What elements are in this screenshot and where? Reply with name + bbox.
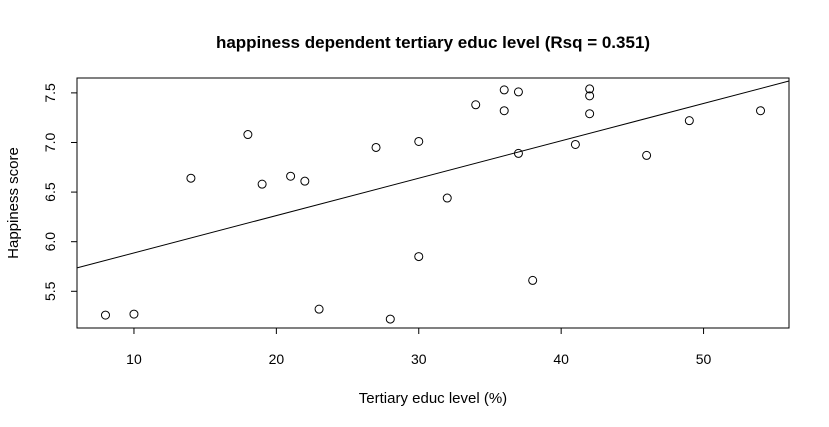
- data-point-7: [314, 304, 324, 314]
- data-point-3: [243, 130, 253, 140]
- x-axis-label: Tertiary educ level (%): [359, 390, 507, 407]
- data-point-16: [513, 87, 523, 97]
- data-point-19: [570, 139, 580, 149]
- data-point-5: [286, 171, 296, 181]
- data-point-0: [100, 310, 110, 320]
- data-point-21: [585, 91, 595, 101]
- regression-line-group: [76, 80, 790, 269]
- y-tick-label-6.5: 6.5: [42, 182, 58, 202]
- data-point-18: [528, 275, 538, 285]
- y-axis-label: Happiness score: [5, 147, 22, 259]
- x-tick-label-30: 30: [411, 351, 427, 367]
- y-tick-label-6: 6.0: [42, 232, 58, 252]
- data-point-24: [684, 116, 694, 126]
- data-point-22: [585, 109, 595, 119]
- data-point-6: [300, 176, 310, 186]
- data-point-8: [371, 142, 381, 152]
- plot-box: [76, 77, 790, 329]
- x-tick-label-50: 50: [696, 351, 712, 367]
- x-tick-label-20: 20: [269, 351, 285, 367]
- data-point-14: [499, 85, 509, 95]
- data-point-10: [414, 136, 424, 146]
- regression-line: [76, 80, 790, 269]
- data-point-2: [186, 173, 196, 183]
- y-tick-label-5.5: 5.5: [42, 281, 58, 301]
- data-points: [100, 84, 766, 324]
- y-tick-label-7: 7.0: [42, 133, 58, 153]
- data-point-1: [129, 309, 139, 319]
- data-point-11: [414, 252, 424, 262]
- y-axis: 5.5 6.0 6.5 7.0 7.5: [42, 83, 77, 301]
- chart-title: happiness dependent tertiary educ level …: [216, 33, 650, 52]
- data-point-12: [442, 193, 452, 203]
- data-point-4: [257, 179, 267, 189]
- data-point-23: [642, 150, 652, 160]
- data-point-25: [756, 106, 766, 116]
- x-tick-label-40: 40: [553, 351, 569, 367]
- data-point-9: [385, 314, 395, 324]
- data-point-20: [585, 84, 595, 94]
- y-tick-label-7.5: 7.5: [42, 83, 58, 103]
- data-point-13: [471, 100, 481, 110]
- data-point-17: [513, 148, 523, 158]
- x-tick-label-10: 10: [126, 351, 142, 367]
- x-axis: 10 20 30 40 50: [126, 328, 712, 367]
- data-point-15: [499, 106, 509, 116]
